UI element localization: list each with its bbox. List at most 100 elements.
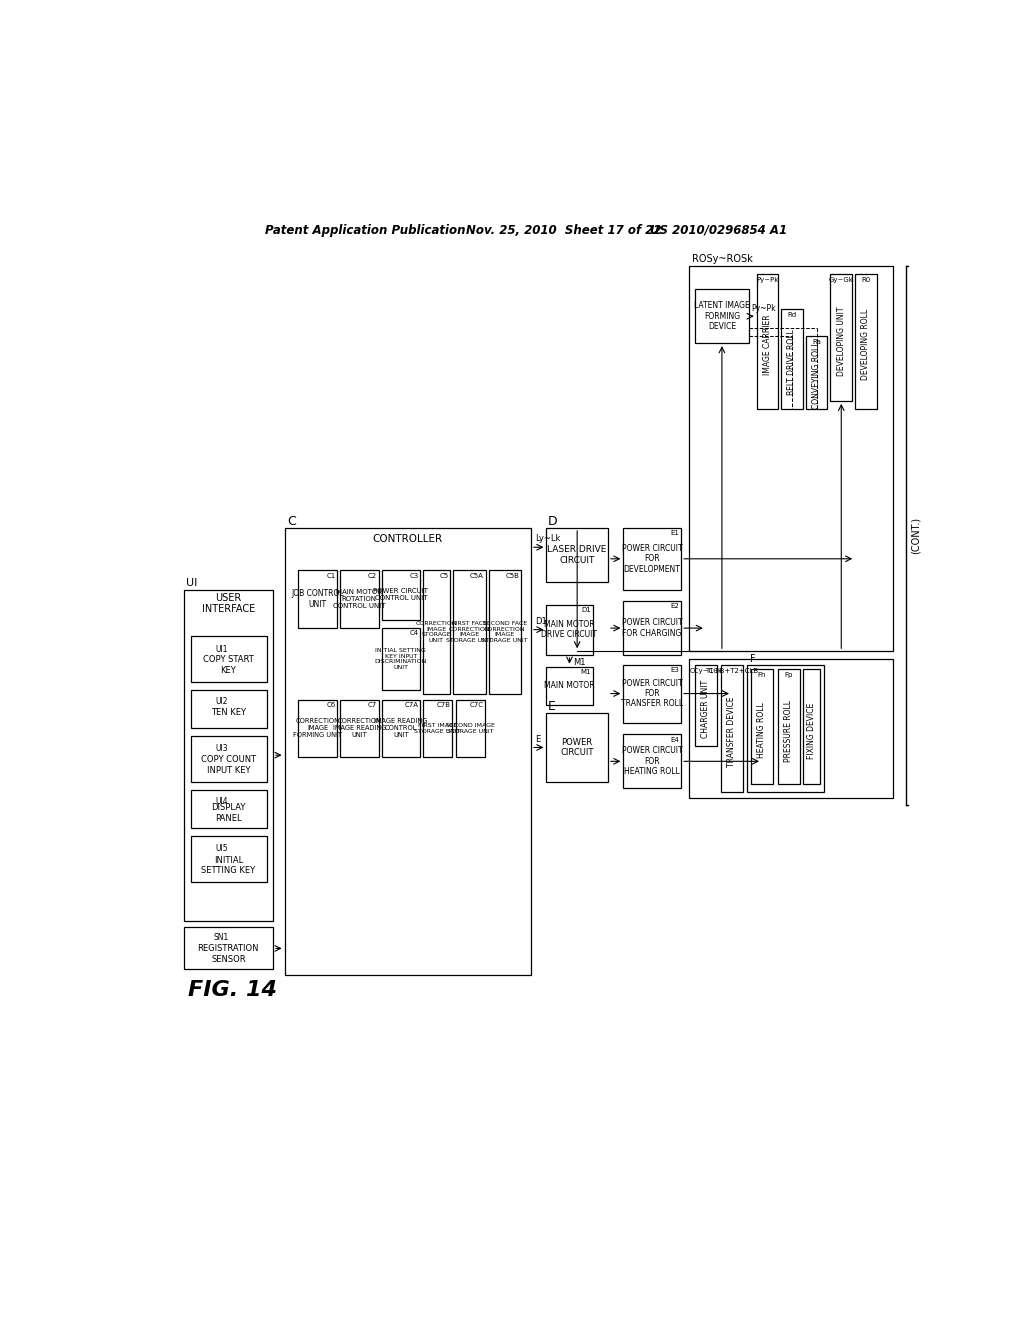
Text: SECOND IMAGE
STORAGE UNIT: SECOND IMAGE STORAGE UNIT (445, 723, 495, 734)
Text: E4: E4 (671, 737, 680, 743)
Text: CHARGER UNIT: CHARGER UNIT (701, 680, 711, 738)
Text: Patent Application Publication: Patent Application Publication (265, 223, 466, 236)
Text: IMAGE READING
CONTROL
UNIT: IMAGE READING CONTROL UNIT (374, 718, 427, 738)
Text: C7: C7 (368, 702, 377, 708)
Bar (830, 275, 852, 401)
Text: HEATING ROLL: HEATING ROLL (758, 702, 766, 759)
Bar (624, 734, 681, 788)
Bar (721, 665, 742, 792)
Text: INITIAL
SETTING KEY: INITIAL SETTING KEY (202, 855, 255, 875)
Text: FIRST FACE
CORRECTION
IMAGE
STORAGE UNIT: FIRST FACE CORRECTION IMAGE STORAGE UNIT (446, 620, 493, 643)
Text: C4: C4 (410, 631, 419, 636)
Text: ROSy~ROSk: ROSy~ROSk (692, 253, 753, 264)
Text: R0: R0 (861, 277, 870, 282)
Text: C: C (288, 515, 296, 528)
Text: UI2: UI2 (216, 697, 228, 706)
Text: Gy~Gk: Gy~Gk (828, 277, 854, 282)
Text: Py~Pk: Py~Pk (756, 277, 778, 282)
Bar (624, 528, 681, 590)
Text: MAIN MOTOR
ROTATION
CONTROL UNIT: MAIN MOTOR ROTATION CONTROL UNIT (333, 589, 385, 609)
Text: CORRECTION
IMAGE
FORMING UNIT: CORRECTION IMAGE FORMING UNIT (293, 718, 342, 738)
Bar (423, 700, 453, 758)
Text: DISPLAY
PANEL: DISPLAY PANEL (211, 803, 246, 822)
Text: UI: UI (186, 578, 198, 589)
Text: POWER CIRCUIT
FOR CHARGING: POWER CIRCUIT FOR CHARGING (622, 618, 682, 638)
Text: LASER DRIVE
CIRCUIT: LASER DRIVE CIRCUIT (548, 545, 607, 565)
Bar (689, 659, 893, 797)
Text: D1: D1 (535, 618, 547, 627)
Text: C7A: C7A (404, 702, 419, 708)
Text: FIRST IMAGE
STORAGE UNIT: FIRST IMAGE STORAGE UNIT (415, 723, 461, 734)
Text: E: E (548, 700, 556, 713)
Text: UI3: UI3 (216, 743, 228, 752)
Text: C6: C6 (326, 702, 336, 708)
Text: REGISTRATION
SENSOR: REGISTRATION SENSOR (198, 944, 259, 964)
Text: CCy~CCk: CCy~CCk (689, 668, 722, 675)
Text: UI4: UI4 (216, 797, 228, 807)
Text: (CONT.): (CONT.) (910, 517, 921, 554)
Bar (748, 665, 824, 792)
Text: POWER CIRCUIT
FOR
DEVELOPMENT: POWER CIRCUIT FOR DEVELOPMENT (622, 544, 682, 574)
Text: C5B: C5B (506, 573, 519, 578)
Text: TEN KEY: TEN KEY (211, 709, 246, 717)
Bar (382, 700, 420, 758)
Text: E: E (535, 735, 540, 744)
Bar (547, 605, 593, 655)
Bar (547, 667, 593, 705)
Text: DEVELOPING ROLL: DEVELOPING ROLL (861, 309, 870, 380)
Bar (695, 665, 717, 746)
Text: FIXING DEVICE: FIXING DEVICE (807, 702, 816, 759)
Text: Ly~Lk: Ly~Lk (535, 533, 560, 543)
Text: E1: E1 (671, 531, 680, 536)
Bar (298, 570, 337, 628)
Text: CORRECTION
IMAGE
STORAGE
UNIT: CORRECTION IMAGE STORAGE UNIT (416, 620, 457, 643)
Bar (184, 590, 273, 921)
Text: C5A: C5A (470, 573, 484, 578)
Text: Nov. 25, 2010  Sheet 17 of 22: Nov. 25, 2010 Sheet 17 of 22 (466, 223, 662, 236)
Bar (184, 927, 273, 969)
Text: MAIN MOTOR: MAIN MOTOR (544, 681, 595, 690)
Bar (190, 689, 267, 729)
Bar (190, 737, 267, 781)
Text: Rd: Rd (787, 312, 797, 318)
Bar (382, 570, 420, 620)
Text: CONTROLLER: CONTROLLER (373, 533, 442, 544)
Text: D: D (548, 515, 557, 528)
Text: SN1: SN1 (213, 933, 228, 942)
Text: POWER
CIRCUIT: POWER CIRCUIT (560, 738, 594, 758)
Text: LATENT IMAGE
FORMING
DEVICE: LATENT IMAGE FORMING DEVICE (694, 301, 750, 331)
Bar (454, 570, 485, 693)
Text: T1+B+T2+CLB: T1+B+T2+CLB (706, 668, 759, 675)
Bar (547, 528, 608, 582)
Text: Ra: Ra (812, 339, 821, 345)
Bar (778, 669, 800, 784)
Text: C1: C1 (326, 573, 336, 578)
Text: Fh: Fh (758, 672, 766, 678)
Text: COPY START
KEY: COPY START KEY (203, 655, 254, 675)
Text: C3: C3 (410, 573, 419, 578)
Text: Fp: Fp (784, 672, 794, 678)
Text: C2: C2 (368, 573, 377, 578)
Bar (757, 275, 778, 409)
Bar (855, 275, 877, 409)
Text: Py~Pk: Py~Pk (752, 304, 776, 313)
Text: CORRECTION
IMAGE READING
UNIT: CORRECTION IMAGE READING UNIT (333, 718, 386, 738)
Text: POWER CIRCUIT
CONTROL UNIT: POWER CIRCUIT CONTROL UNIT (374, 589, 428, 602)
Bar (624, 601, 681, 655)
Text: C7B: C7B (437, 702, 451, 708)
Bar (382, 628, 420, 689)
Text: COPY COUNT
INPUT KEY: COPY COUNT INPUT KEY (201, 755, 256, 775)
Text: POWER CIRCUIT
FOR
TRANSFER ROLL: POWER CIRCUIT FOR TRANSFER ROLL (621, 678, 683, 709)
Text: M1: M1 (573, 659, 586, 667)
Bar (190, 789, 267, 829)
Text: BELT DRIVE ROLL: BELT DRIVE ROLL (787, 330, 797, 395)
Text: JOB CONTROL
UNIT: JOB CONTROL UNIT (292, 589, 344, 609)
Bar (781, 309, 803, 409)
Text: IMAGE CARRIER: IMAGE CARRIER (763, 314, 772, 375)
Text: US 2010/0296854 A1: US 2010/0296854 A1 (650, 223, 787, 236)
Text: POWER CIRCUIT
FOR
HEATING ROLL: POWER CIRCUIT FOR HEATING ROLL (622, 746, 682, 776)
Text: PRESSURE ROLL: PRESSURE ROLL (784, 700, 794, 762)
Bar (624, 665, 681, 723)
Text: E3: E3 (671, 668, 680, 673)
Text: MAIN MOTOR
DRIVE CIRCUIT: MAIN MOTOR DRIVE CIRCUIT (542, 620, 597, 639)
